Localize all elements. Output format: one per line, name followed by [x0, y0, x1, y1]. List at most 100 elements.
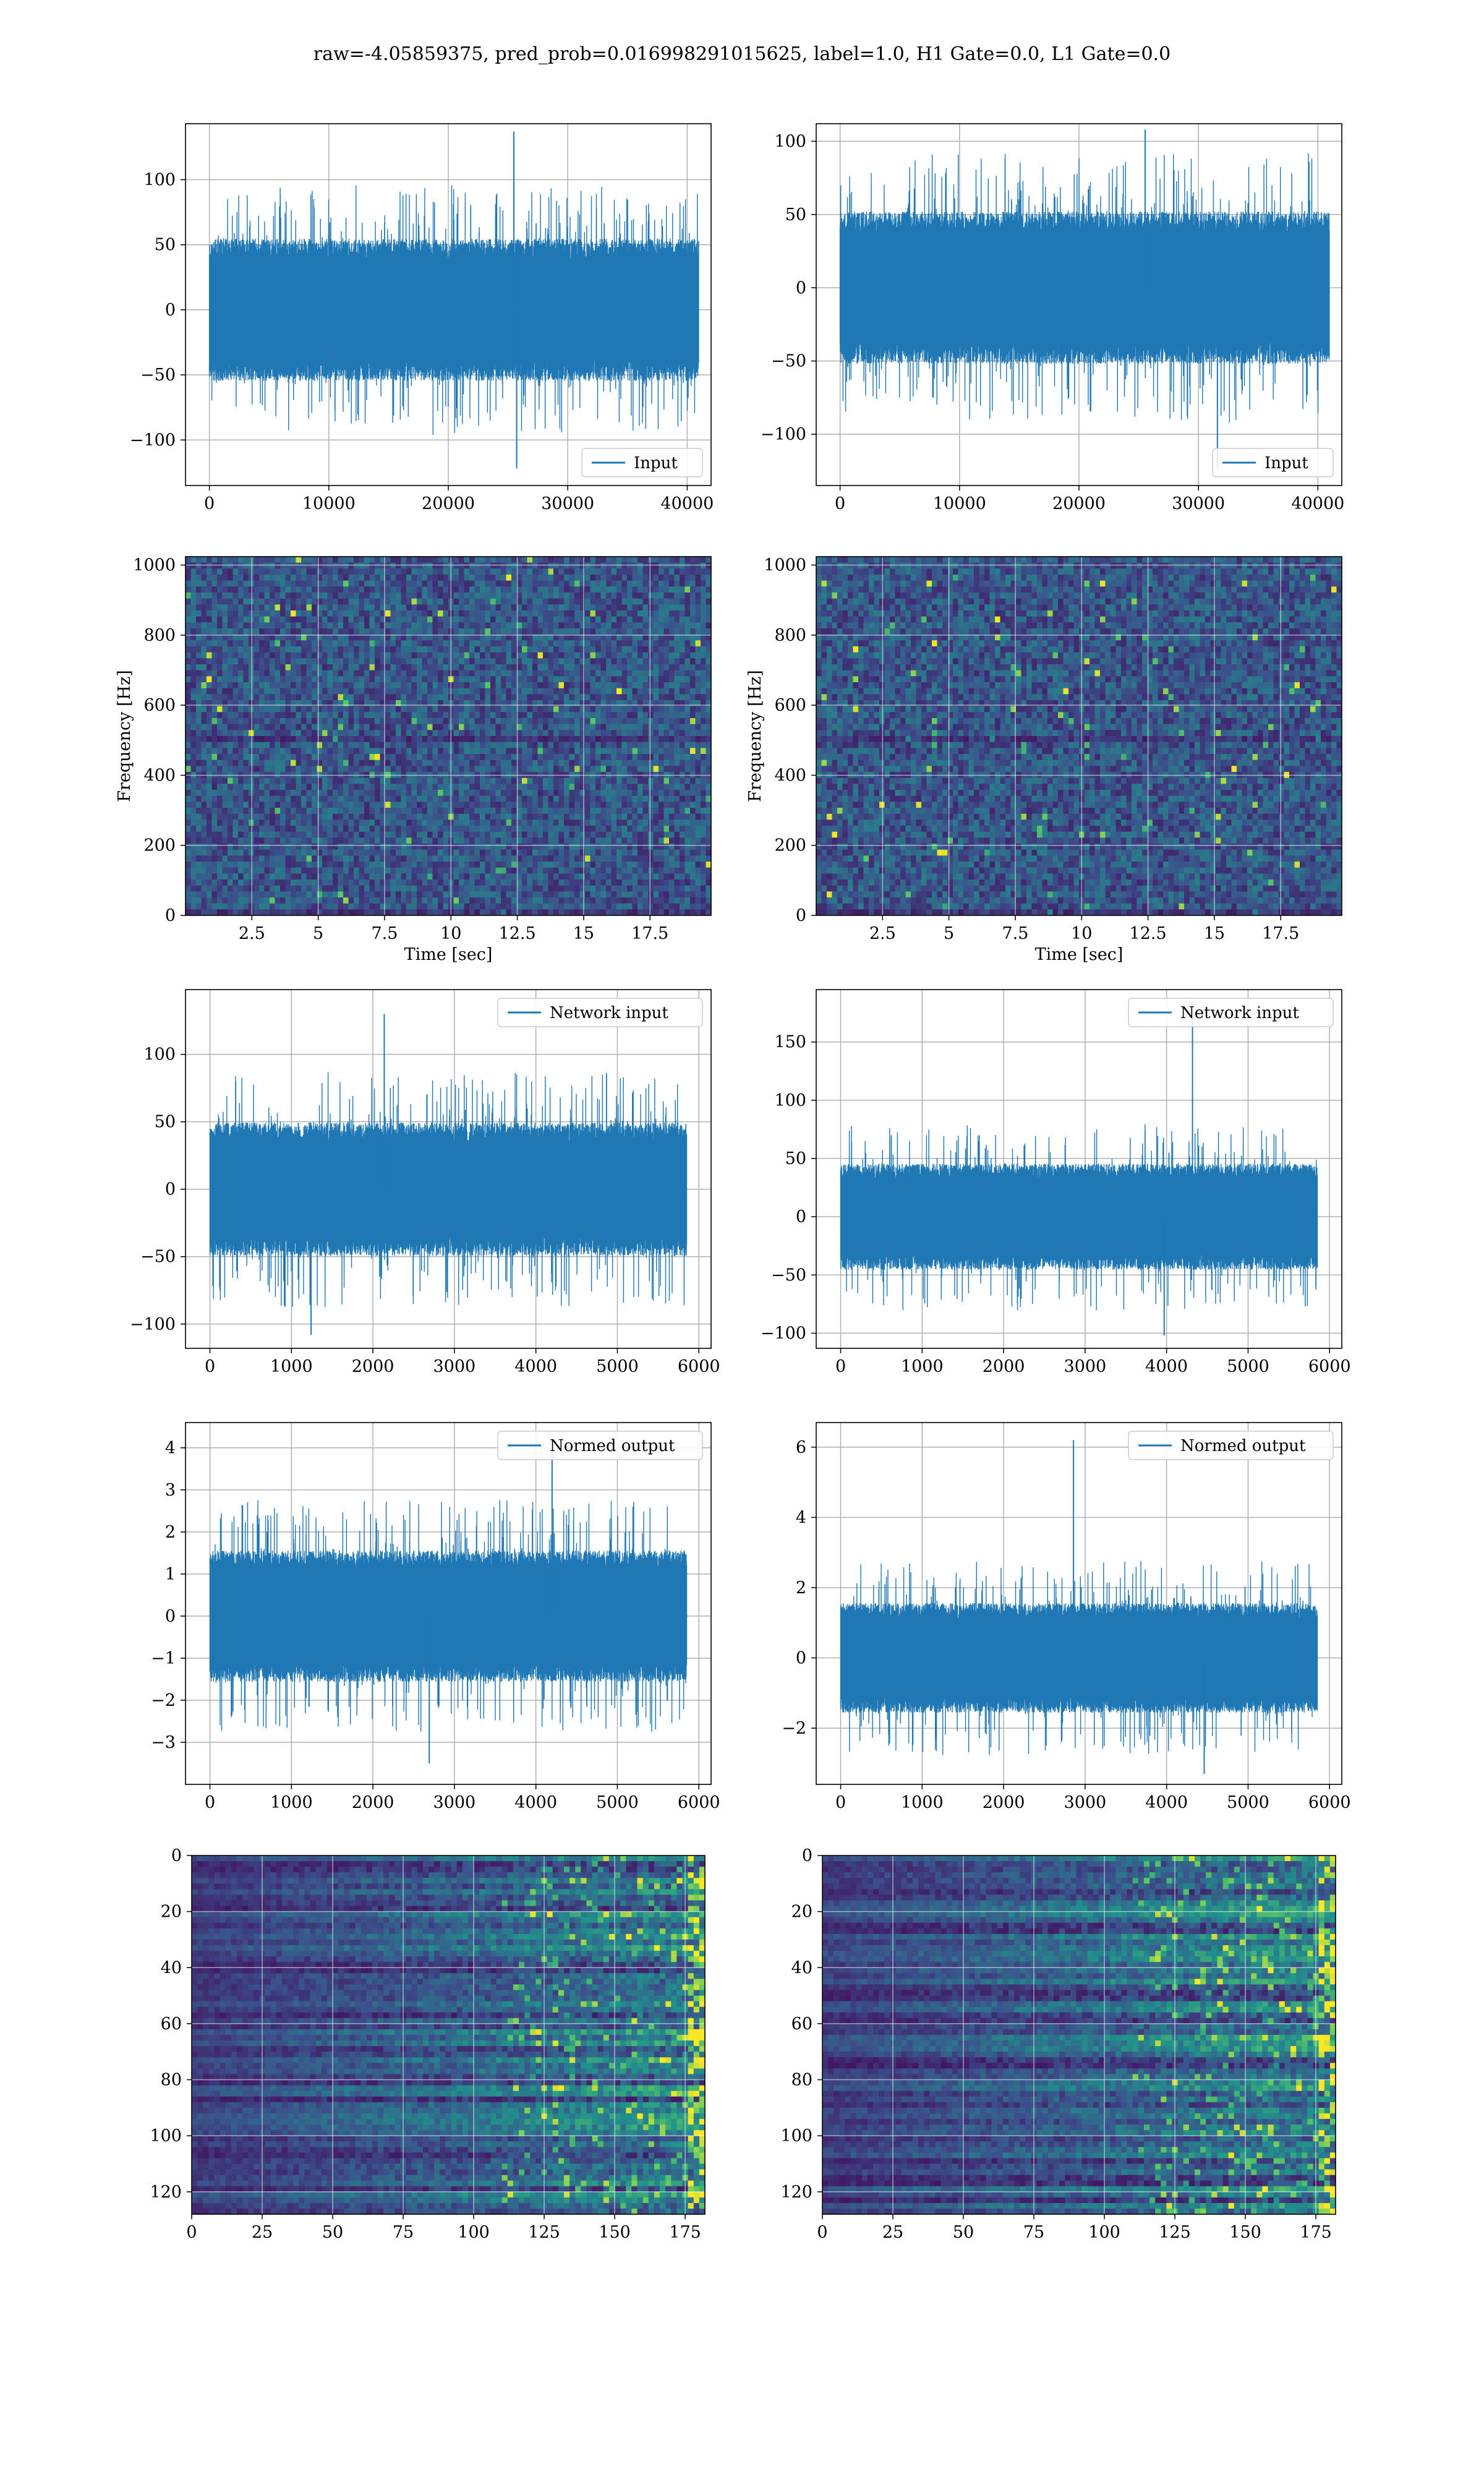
x-tick-label: 0	[835, 1357, 846, 1376]
y-tick-label: 150	[774, 1033, 806, 1052]
y-tick-label: −100	[761, 425, 806, 444]
heatmap-cells	[192, 1856, 705, 2214]
x-tick-label: 6000	[678, 1357, 720, 1376]
x-tick-label: 0	[205, 1793, 215, 1812]
y-tick-label: 100	[143, 170, 176, 189]
x-tick-label: 25	[252, 2223, 273, 2242]
y-tick-label: 200	[143, 836, 176, 855]
x-tick-label: 17.5	[1262, 924, 1299, 943]
legend: Normed output	[1128, 1431, 1334, 1460]
y-tick-label: 20	[161, 1903, 182, 1922]
legend: Network input	[497, 998, 703, 1027]
y-tick-label: 100	[780, 2126, 812, 2146]
x-tick-label: 1000	[270, 1793, 313, 1812]
x-tick-label: 125	[528, 2223, 560, 2242]
y-tick-label: 400	[774, 766, 806, 785]
x-tick-label: 6000	[1308, 1357, 1351, 1376]
x-tick-label: 2000	[983, 1357, 1025, 1376]
x-tick-label: 50	[953, 2223, 974, 2242]
y-tick-label: −50	[771, 352, 806, 371]
y-tick-label: 0	[165, 906, 176, 925]
y-tick-label: −50	[140, 1248, 176, 1267]
y-tick-label: 800	[143, 626, 176, 645]
y-tick-label: −2	[151, 1691, 176, 1710]
legend-label: Input	[634, 454, 678, 473]
y-tick-label: −100	[130, 430, 176, 450]
y-tick-label: 1000	[764, 556, 806, 575]
x-tick-label: 2.5	[239, 924, 265, 943]
x-tick-label: 3000	[1064, 1793, 1107, 1812]
x-tick-label: 0	[204, 494, 215, 513]
x-tick-label: 4000	[1145, 1357, 1188, 1376]
x-tick-label: 10	[440, 924, 461, 943]
x-tick-label: 75	[1023, 2223, 1044, 2242]
x-tick-label: 5	[944, 924, 954, 943]
x-tick-label: 5000	[596, 1793, 639, 1812]
x-tick-label: 5	[313, 924, 323, 943]
legend-box	[1128, 1431, 1334, 1460]
y-tick-label: 0	[165, 1180, 176, 1199]
x-tick-label: 30000	[541, 494, 594, 513]
y-tick-label: −100	[761, 1324, 806, 1343]
legend: Input	[581, 448, 703, 477]
series-line	[208, 185, 699, 435]
x-tick-label: 5000	[596, 1357, 639, 1376]
y-tick-label: −2	[782, 1719, 806, 1738]
x-tick-label: 40000	[1291, 494, 1344, 513]
series-line	[209, 1500, 688, 1732]
x-tick-label: 100	[458, 2223, 490, 2242]
chart-spectrogram-h1: 2.5 5 7.5 10 12.5 15 17.5 0 200 400 600 800 1000 Time…	[115, 556, 712, 964]
x-tick-label: 4000	[1145, 1793, 1188, 1812]
y-tick-label: −50	[140, 366, 176, 385]
axes-frame	[185, 1422, 712, 1785]
axes-frame	[816, 989, 1342, 1349]
series-line	[209, 1072, 688, 1308]
y-tick-label: 600	[143, 696, 176, 715]
y-tick-label: 0	[796, 1207, 806, 1226]
chart-spectrogram-l1: 2.5 5 7.5 10 12.5 15 17.5 0 200 400 600 800 1000 Time…	[746, 556, 1342, 964]
y-tick-label: 100	[150, 2126, 182, 2146]
y-tick-label: 200	[774, 836, 806, 855]
y-axis-label: Frequency [Hz]	[746, 670, 765, 802]
x-axis-label: Time [sec]	[1035, 945, 1124, 964]
y-tick-label: 2	[165, 1523, 176, 1542]
x-tick-label: 25	[882, 2223, 903, 2242]
x-tick-label: 2.5	[869, 924, 896, 943]
y-tick-label: 0	[796, 1649, 806, 1668]
y-tick-label: 0	[165, 301, 176, 320]
x-tick-label: 50	[322, 2223, 343, 2242]
axes-frame	[185, 989, 712, 1349]
x-tick-label: 20000	[422, 494, 475, 513]
y-tick-label: 1000	[133, 556, 176, 575]
x-tick-label: 0	[205, 1357, 215, 1376]
legend-box	[497, 998, 703, 1027]
figure-title: raw=-4.05859375, pred_prob=0.01699829101…	[0, 43, 1484, 65]
y-tick-label: 120	[780, 2183, 812, 2202]
legend-box	[581, 448, 703, 477]
y-tick-label: 120	[150, 2183, 182, 2202]
y-tick-label: 400	[143, 766, 176, 785]
y-tick-label: 80	[161, 2071, 182, 2090]
x-tick-label: 30000	[1172, 494, 1225, 513]
axes-frame	[185, 556, 712, 916]
x-tick-label: 175	[1300, 2223, 1332, 2242]
chart-input-l1: Input 0 10000 20000 30000 40000 −100 −50 0 50 100	[761, 123, 1344, 513]
y-tick-label: 100	[143, 1045, 176, 1064]
y-tick-label: 40	[161, 1958, 182, 1977]
legend: Network input	[1128, 998, 1334, 1027]
y-tick-label: 3	[165, 1481, 176, 1500]
chart-normed-output-h1: Normed output 0 1000 2000 3000 4000 5000 6000 −3…	[151, 1422, 720, 1812]
y-tick-label: 50	[155, 1113, 176, 1132]
y-tick-label: −1	[151, 1649, 176, 1668]
y-tick-label: 6	[796, 1438, 806, 1457]
x-tick-label: 1000	[901, 1357, 944, 1376]
x-tick-label: 2000	[352, 1793, 394, 1812]
x-tick-label: 10	[1071, 924, 1092, 943]
chart-normed-output-l1: Normed output 0 1000 2000 3000 4000 5000 6000 −2…	[782, 1422, 1351, 1812]
x-tick-label: 0	[817, 2223, 827, 2242]
x-tick-label: 3000	[433, 1357, 476, 1376]
y-tick-label: 0	[802, 1846, 812, 1865]
